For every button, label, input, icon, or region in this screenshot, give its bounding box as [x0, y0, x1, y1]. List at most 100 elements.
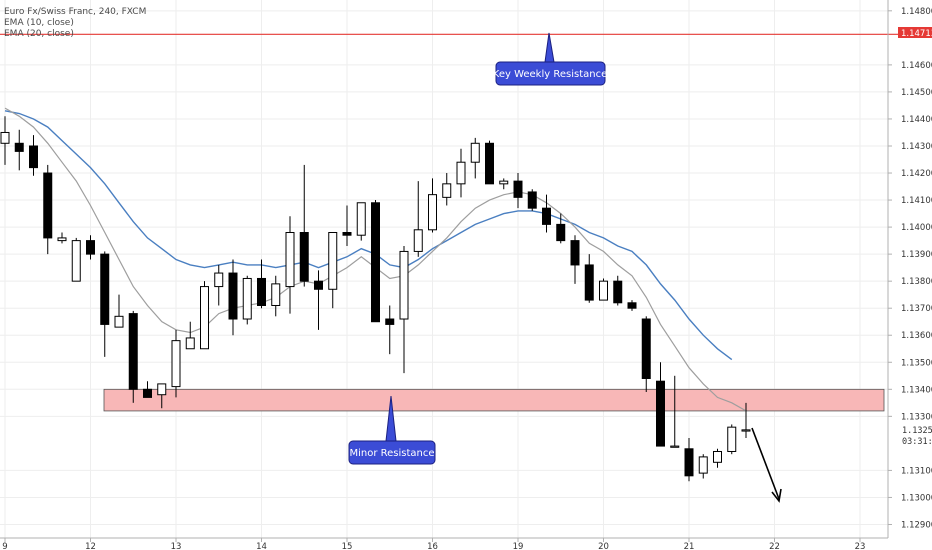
candle[interactable]	[100, 251, 110, 357]
candle[interactable]	[399, 246, 409, 374]
candle[interactable]	[456, 148, 466, 198]
grid	[0, 0, 888, 538]
candle-body-down	[542, 207, 551, 225]
x-tick-label: 13	[171, 542, 182, 550]
time-axis-ticks[interactable]: 9 12 13 14 15 16 19 20 21 22 23	[2, 538, 865, 550]
candle[interactable]	[385, 305, 395, 355]
candle[interactable]	[442, 173, 452, 206]
candle[interactable]	[356, 202, 366, 241]
candle[interactable]	[513, 173, 523, 209]
candle[interactable]	[656, 362, 665, 447]
candle[interactable]	[570, 235, 580, 284]
down-arrow-head	[771, 488, 782, 503]
candle-body-down	[29, 145, 38, 169]
candle[interactable]	[413, 181, 423, 257]
candle-body-down	[570, 240, 580, 266]
candle[interactable]	[114, 294, 124, 328]
x-tick-label: 12	[85, 542, 96, 550]
candle[interactable]	[542, 194, 551, 233]
candle-body-up	[157, 383, 167, 396]
y-tick-label: 1.13500	[901, 358, 932, 368]
candle-body-down	[513, 180, 523, 198]
candle[interactable]	[143, 381, 152, 398]
minor-resistance-box	[348, 440, 436, 465]
candle[interactable]	[171, 329, 181, 398]
candle[interactable]	[613, 275, 623, 306]
candle[interactable]	[0, 116, 10, 165]
candle-body-up	[698, 456, 708, 474]
y-tick-label: 1.13900	[901, 250, 932, 260]
candle-body-down	[228, 272, 238, 320]
down-arrow-projection[interactable]	[751, 427, 782, 503]
y-tick-label: 1.13100	[901, 466, 932, 476]
candle[interactable]	[727, 424, 737, 455]
candle[interactable]	[599, 278, 608, 301]
candle[interactable]	[200, 281, 209, 350]
candle[interactable]	[29, 135, 38, 176]
candle[interactable]	[485, 140, 494, 185]
candle[interactable]	[698, 454, 708, 479]
minor-resistance-callout[interactable]: Minor Resistance	[348, 395, 436, 465]
legend-ema10: EMA (10, close)	[4, 18, 74, 28]
minor-resistance-zone-layer	[103, 388, 885, 412]
candle-body-down	[641, 318, 651, 379]
candle-body-up	[57, 237, 67, 242]
candle-body-down	[485, 142, 494, 185]
y-tick-label: 1.14100	[901, 196, 932, 206]
candle-body-down	[43, 172, 53, 239]
candle[interactable]	[584, 254, 594, 303]
candle[interactable]	[242, 275, 252, 325]
candle[interactable]	[428, 178, 437, 233]
candle[interactable]	[128, 310, 138, 403]
candle[interactable]	[43, 164, 53, 255]
candle-body-down	[14, 142, 24, 152]
candle-body-down	[314, 280, 323, 290]
candle[interactable]	[527, 189, 537, 211]
candle-body-up	[399, 250, 409, 320]
candle[interactable]	[185, 321, 195, 350]
candle[interactable]	[670, 375, 680, 448]
candle[interactable]	[741, 402, 751, 438]
key-weekly-resistance-callout[interactable]: Key Weekly Resistance	[493, 32, 607, 86]
candle[interactable]	[328, 232, 338, 309]
candle[interactable]	[342, 205, 352, 247]
candle[interactable]	[214, 264, 224, 306]
candle-body-up	[285, 232, 295, 288]
candle[interactable]	[285, 216, 295, 314]
candle[interactable]	[556, 213, 566, 244]
candle-body-up	[171, 340, 181, 388]
candle[interactable]	[627, 300, 637, 311]
candle[interactable]	[314, 270, 323, 330]
candle-body-up	[328, 232, 338, 290]
candle[interactable]	[257, 259, 266, 309]
y-tick-label: 1.13700	[901, 304, 932, 314]
candle[interactable]	[499, 178, 509, 190]
candle[interactable]	[713, 448, 722, 468]
candle[interactable]	[157, 383, 167, 409]
candle[interactable]	[371, 200, 380, 323]
candle[interactable]	[71, 237, 81, 282]
candle-body-up	[200, 286, 209, 350]
candle[interactable]	[299, 164, 309, 287]
candle[interactable]	[228, 259, 238, 336]
minor-resistance-zone[interactable]	[103, 388, 885, 412]
candle-body-down	[584, 264, 594, 301]
candle[interactable]	[14, 129, 24, 171]
candle[interactable]	[641, 316, 651, 393]
candle[interactable]	[470, 137, 480, 179]
legend-symbol: Euro Fx/Swiss Franc, 240, FXCM	[4, 7, 146, 17]
price-axis-ticks[interactable]: 1.12900 1.13000 1.13100 1.13300 1.13400 1.135…	[888, 7, 932, 531]
y-tick-label: 1.13600	[901, 331, 932, 341]
y-tick-label: 1.14200	[901, 169, 932, 179]
candle[interactable]	[86, 235, 95, 260]
candle-body-down	[257, 277, 266, 306]
candle-body-up	[499, 180, 509, 185]
legend-ema20: EMA (20, close)	[4, 29, 74, 39]
candle-body-up	[470, 142, 480, 163]
candle[interactable]	[57, 232, 67, 244]
x-tick-label: 23	[855, 542, 866, 550]
candle[interactable]	[684, 437, 694, 482]
candle[interactable]	[271, 275, 281, 317]
